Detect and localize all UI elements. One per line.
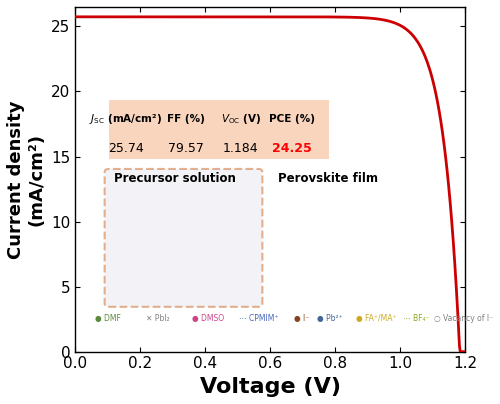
Text: $J_{\rm SC}$ (mA/cm²): $J_{\rm SC}$ (mA/cm²) — [90, 112, 162, 126]
Text: ● I⁻: ● I⁻ — [294, 314, 309, 323]
Text: ● DMSO: ● DMSO — [192, 314, 224, 323]
Text: Perovskite film: Perovskite film — [278, 173, 378, 185]
Text: 24.25: 24.25 — [272, 141, 312, 155]
Text: ● DMF: ● DMF — [95, 314, 121, 323]
Text: Precursor solution: Precursor solution — [114, 173, 236, 185]
Text: 1.184: 1.184 — [223, 141, 259, 155]
Text: 25.74: 25.74 — [108, 141, 144, 155]
FancyBboxPatch shape — [104, 169, 262, 307]
FancyBboxPatch shape — [108, 100, 328, 159]
Y-axis label: Current density
(mA/cm²): Current density (mA/cm²) — [7, 100, 46, 259]
Text: $V_{\rm OC}$ (V): $V_{\rm OC}$ (V) — [220, 112, 261, 126]
Text: ✕ PbI₂: ✕ PbI₂ — [146, 314, 169, 323]
Text: 79.57: 79.57 — [168, 141, 204, 155]
X-axis label: Voltage (V): Voltage (V) — [200, 377, 340, 397]
Text: PCE (%): PCE (%) — [268, 114, 314, 124]
Text: ⋯ BF₄⁻: ⋯ BF₄⁻ — [402, 314, 429, 323]
Text: ● Pb²⁺: ● Pb²⁺ — [317, 314, 342, 323]
Text: ○ Vacancy of I⁻: ○ Vacancy of I⁻ — [434, 314, 493, 323]
Text: ⋯ CPMIM⁺: ⋯ CPMIM⁺ — [239, 314, 279, 323]
Text: FF (%): FF (%) — [168, 114, 205, 124]
Text: ● FA⁺/MA⁺: ● FA⁺/MA⁺ — [356, 314, 397, 323]
